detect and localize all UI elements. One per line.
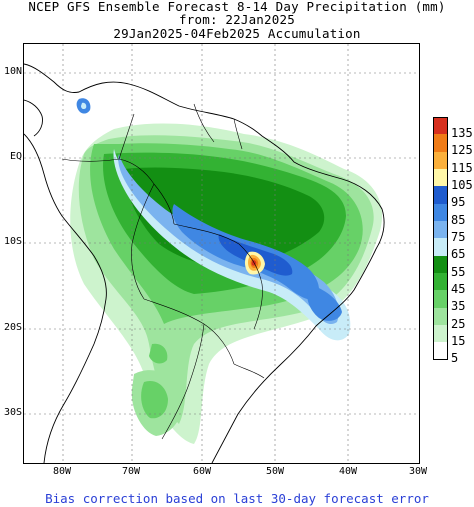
legend-label: 95 [451, 195, 466, 210]
precipitation-map [23, 43, 420, 464]
legend-label: 105 [451, 177, 473, 192]
lon-label-70w: 70W [121, 466, 141, 477]
legend-label: 5 [451, 351, 459, 366]
legend-row: 25 [430, 307, 474, 330]
map-title: NCEP GFS Ensemble Forecast 8-14 Day Prec… [28, 0, 446, 14]
legend-label: 115 [451, 160, 473, 175]
legend-label: 85 [451, 212, 466, 227]
legend-label: 25 [451, 316, 466, 331]
lat-label-10n: 10N [3, 66, 22, 77]
legend-swatch [433, 238, 448, 256]
legend-swatch [433, 203, 448, 221]
legend-swatch [433, 290, 448, 308]
legend-swatch [433, 117, 448, 135]
legend-swatch [433, 220, 448, 239]
forecast-start-date: from: 22Jan2025 [179, 12, 295, 27]
legend-row: 75 [430, 220, 474, 243]
legend-swatch [433, 186, 448, 204]
lon-label-30w: 30W [408, 466, 428, 477]
bias-correction-note: Bias correction based on last 30-day for… [45, 491, 429, 506]
legend-label: 45 [451, 281, 466, 296]
precip-legend: 135 125 115 105 95 85 75 65 55 45 35 25 15 5 [430, 117, 474, 364]
precip-area-chile [149, 343, 168, 364]
legend-row: 105 [430, 168, 474, 191]
legend-swatch [433, 151, 448, 169]
lat-label-10s: 10S [3, 236, 22, 247]
lon-label-50w: 50W [265, 466, 285, 477]
legend-row: 15 [430, 324, 474, 347]
precip-area-65 [113, 149, 351, 341]
legend-label: 65 [451, 247, 466, 262]
coastline [24, 63, 385, 463]
lon-label-40w: 40W [338, 466, 358, 477]
lat-label-eq: EQ [9, 151, 22, 162]
legend-swatch [433, 134, 448, 152]
legend-swatch [433, 307, 448, 325]
lat-lon-grid [24, 44, 419, 463]
legend-row: 45 [430, 272, 474, 295]
legend-swatch [433, 168, 448, 187]
legend-row: 65 [430, 238, 474, 260]
legend-row: 135 [430, 117, 474, 139]
country-borders [61, 103, 265, 440]
lat-label-20s: 20S [3, 322, 22, 333]
legend-label: 75 [451, 229, 466, 244]
legend-row: 115 [430, 151, 474, 174]
legend-label: 55 [451, 264, 466, 279]
lat-label-30s: 30S [3, 407, 22, 418]
legend-swatch [433, 324, 448, 343]
legend-row: 85 [430, 203, 474, 226]
legend-row: 95 [430, 186, 474, 208]
legend-swatch [433, 272, 448, 291]
legend-swatch [433, 342, 448, 360]
accumulation-period: 29Jan2025-04Feb2025 Accumulation [113, 26, 361, 41]
legend-label: 135 [451, 126, 473, 140]
legend-row: 35 [430, 290, 474, 312]
legend-label: 35 [451, 299, 466, 314]
legend-label: 125 [451, 143, 473, 158]
legend-row: 125 [430, 134, 474, 156]
precip-area-south-core [141, 380, 168, 419]
legend-swatch [433, 255, 448, 273]
legend-label: 15 [451, 333, 466, 348]
lon-label-80w: 80W [52, 466, 72, 477]
precip-fields [70, 98, 383, 445]
precip-spot-colombia-core [81, 102, 87, 110]
legend-row: 55 [430, 255, 474, 278]
legend-row: 5 [430, 342, 474, 364]
lon-label-60w: 60W [192, 466, 212, 477]
